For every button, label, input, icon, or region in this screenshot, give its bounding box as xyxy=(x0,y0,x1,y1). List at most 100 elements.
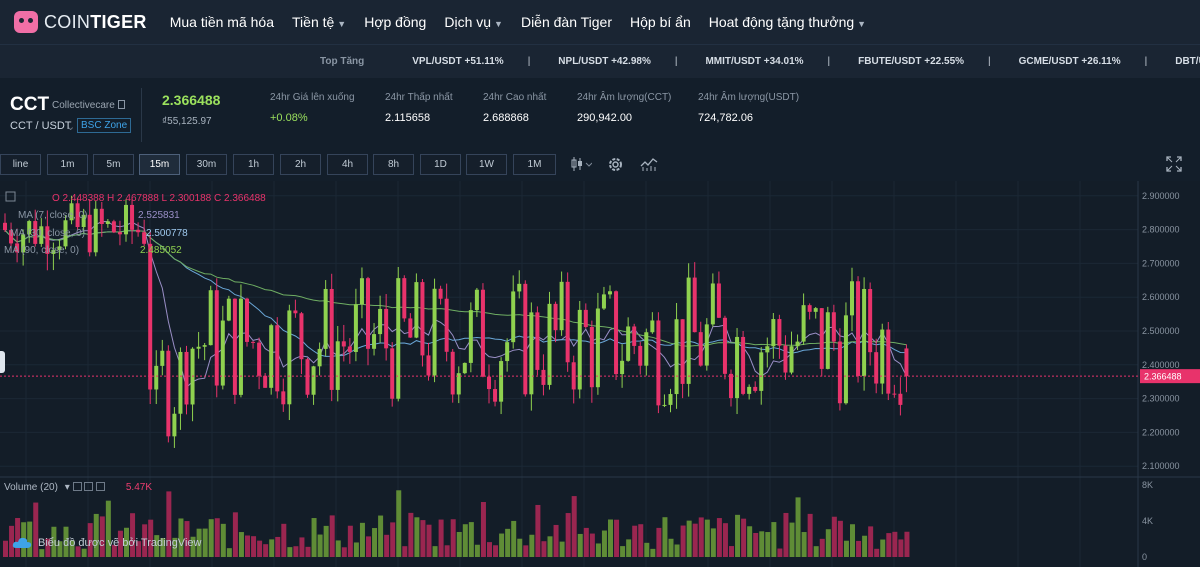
top-nav: COINTIGER Mua tiền mã hóa Tiền tệ ▼ Hợp đồn… xyxy=(0,0,1200,44)
chart-side-handle[interactable] xyxy=(0,351,5,373)
candle-body xyxy=(232,298,237,395)
candle-body xyxy=(837,341,842,404)
timeframe-button[interactable]: 1W xyxy=(466,154,507,175)
volume-bar xyxy=(432,546,438,557)
candle-body xyxy=(390,348,395,399)
contract-icon[interactable] xyxy=(117,100,125,109)
timeframe-button[interactable]: 1h xyxy=(233,154,274,175)
volume-bar xyxy=(765,532,771,557)
volume-bar xyxy=(420,520,426,557)
ticker-item[interactable]: NPL/USDT +42.98% xyxy=(558,56,651,67)
nav-item[interactable]: Tiền tệ ▼ xyxy=(292,14,346,30)
volume-bar xyxy=(353,542,359,557)
ticker-item[interactable]: DBT/USDT xyxy=(1175,56,1200,67)
candle-body xyxy=(99,208,104,225)
volume-bar xyxy=(196,528,202,557)
volume-bar xyxy=(541,541,547,557)
nav-item-label: Hộp bí ẩn xyxy=(630,14,691,30)
last-price-converted: ₫55,125.97 xyxy=(162,116,212,127)
candle-body xyxy=(553,303,558,331)
ticker-item[interactable]: FBUTE/USDT +22.55% xyxy=(858,56,965,67)
nav-item[interactable]: Dịch vụ ▼ xyxy=(444,14,503,30)
candle-body xyxy=(801,305,806,342)
timeframe-button[interactable]: 1m xyxy=(47,154,88,175)
ticker-item[interactable]: VPL/USDT +51.11% xyxy=(412,56,504,67)
volume-bar xyxy=(559,541,565,557)
settings-icon[interactable] xyxy=(607,156,624,176)
candle-body xyxy=(716,283,721,318)
volume-bar xyxy=(535,504,541,557)
candle-body xyxy=(63,220,68,247)
volume-bar xyxy=(862,535,868,557)
stat-value: 724,782.06 xyxy=(698,112,754,124)
nav-item[interactable]: Hợp đồng xyxy=(364,14,426,30)
candle-type-icon[interactable] xyxy=(570,156,593,175)
volume-bar xyxy=(414,517,420,557)
candle-body xyxy=(263,375,268,388)
volume-legend[interactable]: Volume (20) ▾ 5.47K xyxy=(4,482,152,493)
timeframe-button[interactable]: 2h xyxy=(280,154,321,175)
candle-body xyxy=(69,203,74,221)
timeframe-button[interactable]: 15m xyxy=(139,154,180,175)
ticker-item[interactable]: MMIT/USDT +34.01% xyxy=(705,56,804,67)
timeframe-button[interactable]: line xyxy=(0,154,41,175)
candle-body xyxy=(202,345,207,347)
last-price: 2.366488 xyxy=(162,92,221,108)
candle-body xyxy=(372,334,377,349)
candle-body xyxy=(505,342,510,362)
candle-body xyxy=(892,393,897,395)
candle-body xyxy=(75,203,80,228)
fullscreen-icon[interactable] xyxy=(1166,156,1182,175)
candle-body xyxy=(487,376,491,390)
nav-item[interactable]: Hoat động tặng thưởng ▼ xyxy=(709,14,866,30)
volume-bar xyxy=(868,526,874,557)
volume-bar xyxy=(632,525,638,557)
volume-bar xyxy=(880,539,886,557)
candle-body xyxy=(753,386,758,391)
y-tick-label: 2.600000 xyxy=(1142,292,1180,302)
volume-bar xyxy=(45,538,51,557)
candlestick-chart[interactable]: 2.900000 2.800000 2.700000 2.600000 2.500000… xyxy=(0,181,1200,567)
nav-item[interactable]: Diễn đàn Tiger xyxy=(521,14,612,30)
chevron-down-icon: ▼ xyxy=(494,19,503,29)
candle-body xyxy=(93,208,98,253)
candle-body xyxy=(807,305,812,312)
candle-body xyxy=(898,393,903,405)
current-price-tag xyxy=(1140,369,1200,384)
volume-bar xyxy=(9,525,15,557)
volume-bar xyxy=(15,518,21,557)
volume-axis-label: 4K xyxy=(1142,516,1153,526)
volume-bar xyxy=(716,518,722,557)
timeframe-button[interactable]: 5m xyxy=(93,154,134,175)
candle-body xyxy=(214,290,219,386)
candle-body xyxy=(148,243,153,390)
nav-item[interactable]: Mua tiền mã hóa xyxy=(170,14,274,30)
volume-settings-icons[interactable]: ▾ xyxy=(65,482,106,493)
tradingview-watermark[interactable]: Biểu đồ được vẽ bởi TradingView xyxy=(12,537,201,549)
timeframe-button[interactable]: 4h xyxy=(327,154,368,175)
timeframe-button[interactable]: 30m xyxy=(186,154,227,175)
volume-bar xyxy=(208,519,214,557)
ticker-item[interactable]: GCME/USDT +26.11% xyxy=(1018,56,1121,67)
price-chart[interactable]: 2.900000 2.800000 2.700000 2.600000 2.500000… xyxy=(0,181,1200,567)
candle-body xyxy=(850,281,854,316)
candle-body xyxy=(33,221,38,244)
pair-dropdown-caret-icon[interactable]: ⌄ xyxy=(66,121,76,133)
candle-body xyxy=(27,221,32,235)
logo[interactable]: COINTIGER xyxy=(14,11,147,33)
volume-bar xyxy=(904,531,910,557)
zone-badge[interactable]: BSC Zone xyxy=(77,118,132,133)
nav-item[interactable]: Hộp bí ẩn xyxy=(630,14,691,30)
timeframe-button[interactable]: 8h xyxy=(373,154,414,175)
volume-bar xyxy=(565,513,571,557)
timeframe-button[interactable]: 1D xyxy=(420,154,461,175)
volume-bar xyxy=(831,516,837,557)
volume-bar xyxy=(505,528,511,557)
candle-body xyxy=(601,294,606,309)
volume-bar xyxy=(759,531,765,557)
timeframe-button[interactable]: 1M xyxy=(513,154,556,175)
volume-bar xyxy=(825,529,831,557)
candle-body xyxy=(124,204,128,235)
indicators-icon[interactable] xyxy=(640,156,658,175)
candle-body xyxy=(868,288,873,353)
